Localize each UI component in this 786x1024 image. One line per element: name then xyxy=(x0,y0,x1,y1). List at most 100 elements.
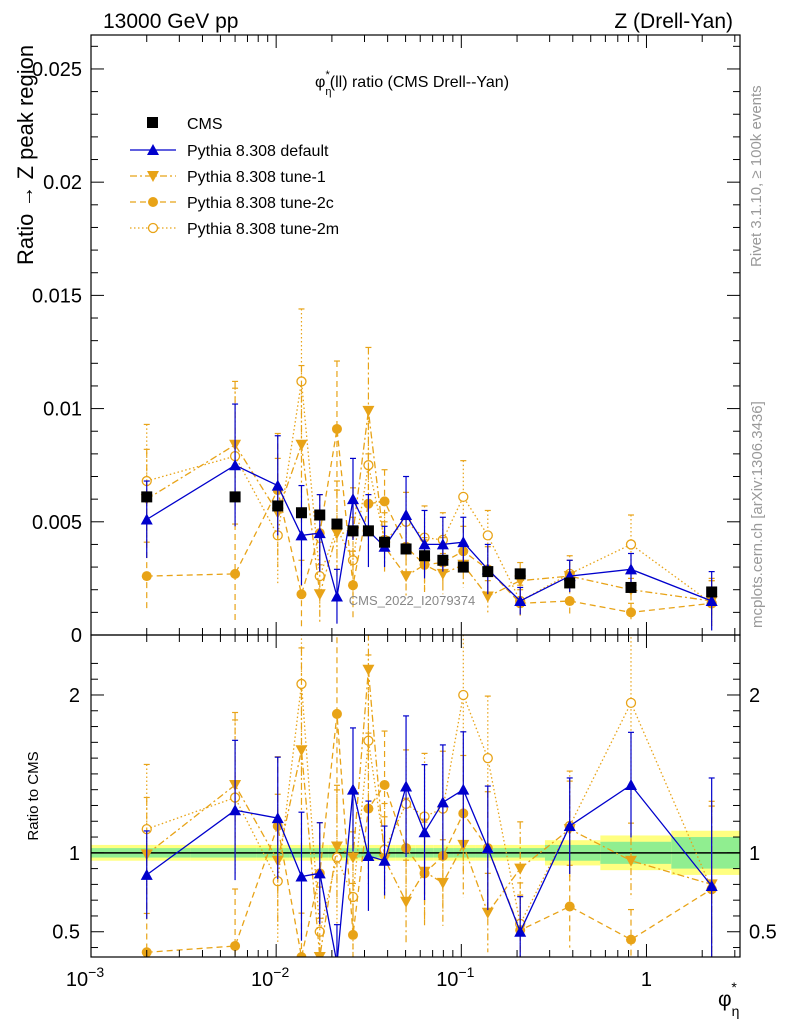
default-main-point-11 xyxy=(436,538,449,550)
cms-point-8 xyxy=(379,536,391,548)
x-tick-label-1: 10−2 xyxy=(251,964,289,991)
legend-default-label: Pythia 8.308 default xyxy=(187,143,329,160)
default-ratio-point-8 xyxy=(378,854,391,866)
tune-2m-ratio-point-16 xyxy=(625,697,637,709)
default-ratio-point-7 xyxy=(362,849,375,861)
cms-point-5 xyxy=(331,518,343,530)
legend-cms: CMS xyxy=(147,116,223,133)
ratio-tick-label-left-2: 2 xyxy=(69,685,80,707)
tune-2c-ratio-point-15 xyxy=(564,901,575,912)
cms-point-3 xyxy=(295,507,307,519)
ratio-uncertainty-band xyxy=(91,830,740,875)
tune-1-ratio-point-11 xyxy=(436,877,449,889)
legend-tune-2m-label: Pythia 8.308 tune-2m xyxy=(187,221,339,238)
default-main-point-3 xyxy=(295,529,308,541)
default-ratio-point-11 xyxy=(436,796,449,808)
default-main-point-0 xyxy=(140,513,153,525)
default-ratio-point-17 xyxy=(705,879,718,891)
default-main-point-17 xyxy=(705,595,718,607)
tune-2c-main-point-3 xyxy=(296,589,307,600)
tune-2c-main-line xyxy=(146,428,712,614)
legend: CMS Pythia 8.308 default Pythia 8.308 tu… xyxy=(130,116,339,238)
legend-tune-2m-marker xyxy=(147,222,159,234)
energy-label: 13000 GeV pp xyxy=(103,10,238,33)
y-tick-label-3: 0.015 xyxy=(32,285,82,307)
main-panel-data xyxy=(140,308,718,631)
cms-point-1 xyxy=(229,491,241,503)
default-ratio-point-13 xyxy=(481,842,494,854)
tune-1-ratio-point-5 xyxy=(330,841,343,853)
default-ratio-point-1 xyxy=(229,804,242,816)
tune-2m-ratio-line xyxy=(146,683,713,932)
legend-tune-2c-label: Pythia 8.308 tune-2c xyxy=(187,195,334,212)
tune-1-ratio-point-7 xyxy=(362,664,375,676)
default-main-point-12 xyxy=(457,536,470,548)
tune-1-ratio-point-3 xyxy=(295,745,308,757)
cms-point-7 xyxy=(362,525,374,537)
default-ratio-point-10 xyxy=(418,826,431,838)
rivet-version-label: Rivet 3.1.10, ≥ 100k events xyxy=(748,85,765,267)
cms-point-11 xyxy=(437,554,449,566)
legend-tune-1-marker xyxy=(147,171,159,182)
x-tick-label-3: 1 xyxy=(641,969,652,991)
tune-1-ratio-point-9 xyxy=(400,896,413,908)
tune-1-main-point-7 xyxy=(362,405,375,417)
default-ratio-point-12 xyxy=(457,783,470,795)
legend-tune-2c: Pythia 8.308 tune-2c xyxy=(130,195,334,212)
tune-1-ratio-point-4 xyxy=(313,952,326,957)
cms-point-2 xyxy=(272,500,284,512)
y-tick-label-1: 0.005 xyxy=(32,512,82,534)
cms-point-10 xyxy=(419,550,431,562)
default-main-point-10 xyxy=(418,538,431,550)
default-ratio-point-15 xyxy=(563,819,576,831)
cms-point-4 xyxy=(314,509,326,521)
plot-title: φη*(ll) ratio (CMS Drell--Yan) xyxy=(315,69,509,98)
tune-1-main-point-13 xyxy=(481,591,494,603)
default-ratio-point-3 xyxy=(295,870,308,882)
default-ratio-point-0 xyxy=(140,868,153,880)
default-ratio-point-9 xyxy=(400,780,413,792)
cms-point-13 xyxy=(482,566,494,578)
tune-2c-ratio-point-6 xyxy=(347,929,358,940)
tune-2c-main-point-1 xyxy=(230,568,241,579)
legend-default: Pythia 8.308 default xyxy=(130,143,329,160)
y-tick-label-4: 0.02 xyxy=(43,172,82,194)
legend-cms-marker xyxy=(147,117,158,128)
tune-2c-ratio-point-3 xyxy=(296,952,307,957)
cms-point-14 xyxy=(514,568,526,580)
ratio-frame xyxy=(90,634,741,958)
x-tick-label-2: 10−1 xyxy=(436,964,474,991)
default-ratio-point-2 xyxy=(271,812,284,824)
default-ratio-point-6 xyxy=(346,783,359,795)
tune-1-ratio-line xyxy=(146,669,712,957)
ratio-tick-label-left-0: 0.5 xyxy=(52,922,80,944)
ratio-panel-data xyxy=(140,635,718,957)
tune-1-main-line xyxy=(146,410,712,602)
cms-point-15 xyxy=(564,577,576,589)
y-tick-label-0: 0 xyxy=(71,625,82,647)
cms-point-6 xyxy=(347,525,359,537)
tune-1-main-point-4 xyxy=(313,589,326,601)
y-tick-label-5: 0.025 xyxy=(32,59,82,81)
tune-2c-main-point-5 xyxy=(331,423,342,434)
cms-point-17 xyxy=(706,586,718,598)
default-ratio-point-4 xyxy=(313,867,326,879)
ratio-tick-label-right-2: 2 xyxy=(749,685,760,707)
legend-default-marker xyxy=(147,144,159,155)
cms-point-16 xyxy=(625,581,637,593)
tune-1-ratio-point-13 xyxy=(481,907,494,919)
legend-tune-1: Pythia 8.308 tune-1 xyxy=(130,169,326,186)
main-y-axis-label: Ratio → Z peak region xyxy=(13,45,38,265)
tune-2c-main-point-16 xyxy=(625,607,636,618)
legend-tune-2c-marker xyxy=(148,197,158,207)
axes: 10−3 10−2 10−1 1 0 0.005 0.01 0.015 0.02 0.025 0.5… xyxy=(32,34,777,991)
tune-2m-ratio-point-12 xyxy=(458,689,469,701)
default-main-point-4 xyxy=(313,527,326,539)
default-main-line xyxy=(146,464,712,602)
process-label: Z (Drell-Yan) xyxy=(614,10,733,33)
tune-2c-main-point-0 xyxy=(141,571,152,582)
cms-point-9 xyxy=(400,543,412,555)
cms-point-12 xyxy=(457,561,469,573)
mcplots-label: mcplots.cern.ch [arXiv:1306.3436] xyxy=(749,401,766,628)
